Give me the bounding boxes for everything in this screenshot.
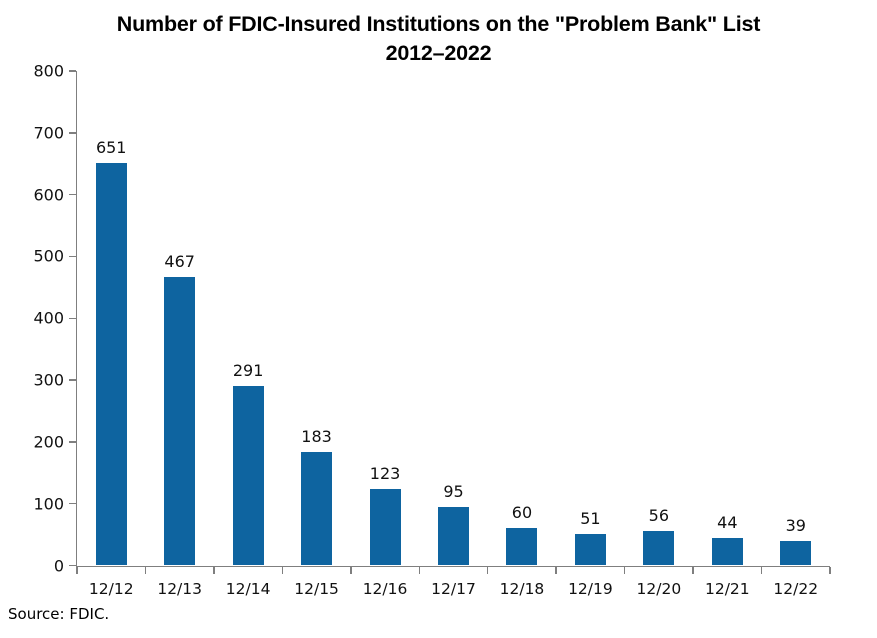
y-tick bbox=[68, 70, 76, 72]
bar-value-label: 44 bbox=[717, 513, 738, 533]
y-tick bbox=[68, 502, 76, 505]
bar-value-label: 291 bbox=[232, 360, 264, 380]
y-tick-label: 100 bbox=[33, 494, 64, 514]
x-tick bbox=[281, 567, 284, 574]
x-tick bbox=[692, 567, 694, 574]
y-tick bbox=[68, 441, 76, 443]
x-tick-label: 12/15 bbox=[294, 579, 339, 598]
source-note: Source: FDIC. bbox=[8, 605, 110, 623]
bar-value-label: 183 bbox=[301, 427, 332, 447]
bar bbox=[643, 530, 675, 566]
bar-value-label: 467 bbox=[164, 251, 195, 271]
x-tick bbox=[418, 567, 421, 574]
y-tick-label: 0 bbox=[53, 556, 64, 575]
chart-title-line1: Number of FDIC-Insured Institutions on t… bbox=[116, 12, 761, 36]
bar bbox=[506, 528, 538, 566]
x-tick-label: 12/13 bbox=[157, 579, 203, 598]
bar-value-label: 123 bbox=[369, 464, 401, 484]
x-tick bbox=[350, 567, 352, 574]
x-tick-label: 12/21 bbox=[704, 579, 750, 598]
x-tick-label: 12/19 bbox=[568, 579, 613, 598]
bar bbox=[301, 452, 333, 566]
y-tick-label: 500 bbox=[33, 246, 64, 266]
bar bbox=[711, 538, 743, 566]
x-tick bbox=[144, 567, 147, 574]
bar bbox=[232, 385, 264, 566]
x-tick-label: 12/22 bbox=[773, 579, 819, 598]
y-tick bbox=[68, 317, 76, 319]
x-tick-label: 12/17 bbox=[431, 579, 476, 598]
x-tick bbox=[829, 567, 831, 574]
y-tick-label: 200 bbox=[33, 432, 64, 452]
x-tick bbox=[760, 567, 763, 574]
bar bbox=[95, 163, 127, 566]
x-tick bbox=[555, 567, 557, 574]
x-tick-label: 12/20 bbox=[636, 579, 682, 598]
x-tick-label: 12/18 bbox=[499, 579, 545, 598]
x-tick bbox=[623, 567, 626, 574]
y-tick-label: 400 bbox=[33, 308, 64, 328]
x-axis-line bbox=[75, 565, 830, 567]
y-tick bbox=[68, 193, 76, 196]
x-tick bbox=[76, 567, 78, 574]
y-tick-label: 600 bbox=[33, 185, 64, 205]
y-tick-label: 300 bbox=[33, 370, 64, 390]
x-tick bbox=[213, 567, 215, 574]
x-tick-label: 12/12 bbox=[88, 579, 134, 598]
bar bbox=[438, 506, 469, 566]
x-tick bbox=[486, 567, 489, 574]
y-tick bbox=[68, 255, 76, 258]
y-axis-line bbox=[75, 71, 77, 567]
bar bbox=[369, 489, 401, 566]
x-tick-label: 12/16 bbox=[362, 579, 408, 598]
bar bbox=[574, 533, 606, 566]
chart-title: Number of FDIC-Insured Institutions on t… bbox=[0, 10, 877, 68]
bar-value-label: 51 bbox=[580, 508, 601, 528]
bar-value-label: 56 bbox=[648, 505, 670, 525]
chart-title-line2: 2012–2022 bbox=[385, 41, 492, 65]
bar-value-label: 95 bbox=[443, 481, 464, 501]
x-tick-label: 12/14 bbox=[225, 579, 271, 598]
y-tick-label: 800 bbox=[33, 61, 64, 81]
bar-value-label: 60 bbox=[511, 503, 533, 523]
y-tick bbox=[68, 132, 76, 134]
bar bbox=[164, 276, 196, 566]
y-tick bbox=[68, 564, 76, 567]
y-tick-label: 700 bbox=[33, 123, 64, 143]
bar bbox=[780, 541, 812, 566]
bar-value-label: 39 bbox=[785, 516, 806, 536]
y-tick bbox=[68, 379, 76, 381]
bar-value-label: 651 bbox=[95, 138, 127, 158]
